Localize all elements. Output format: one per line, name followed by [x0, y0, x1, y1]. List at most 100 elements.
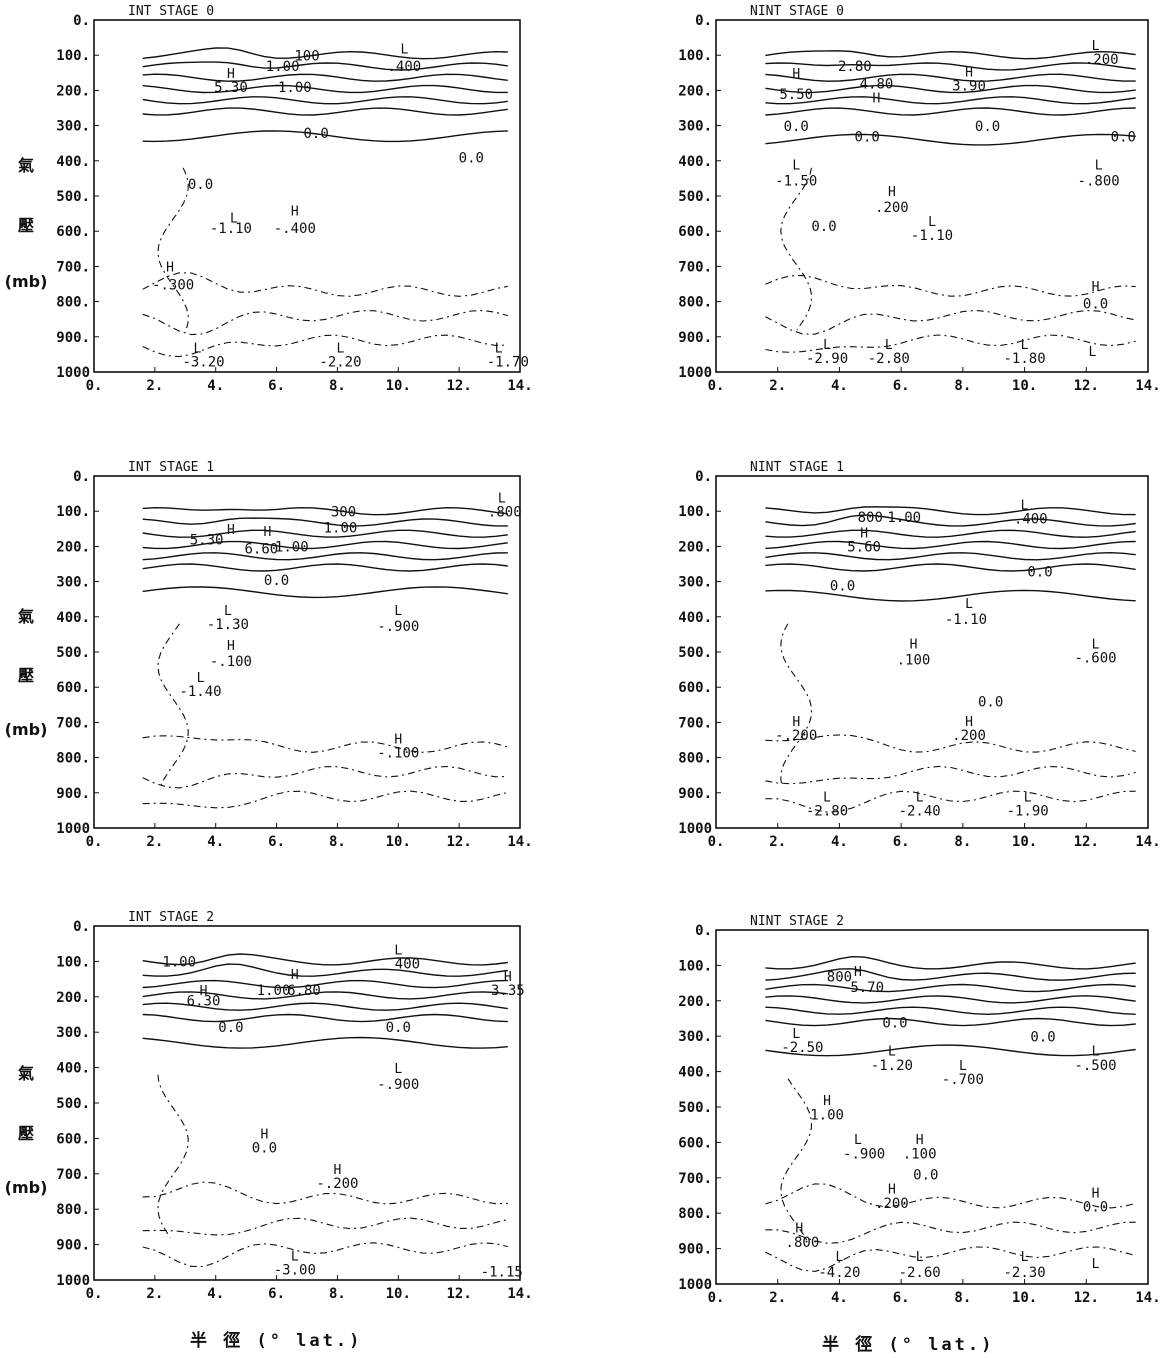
y-tick-label: 300.	[678, 1029, 712, 1045]
y-tick-label: 0.	[695, 923, 712, 939]
contour-label: -.900	[377, 619, 419, 635]
plot-frame	[93, 925, 521, 1281]
y-tick-label: 500.	[56, 1096, 90, 1112]
y-tick-label: 300.	[56, 575, 90, 591]
dashed-contour	[157, 167, 189, 330]
panel-3: INT STAGE 1 0. 100. 200. 300. 400. 500. 600. 700…	[56, 460, 532, 850]
x-tick-label: 10.	[386, 1286, 411, 1302]
contour-label: -2.40	[899, 804, 941, 820]
x-tick-label: 4.	[831, 378, 848, 394]
solid-contour	[765, 589, 1136, 602]
y-tick-label: 400.	[56, 1061, 90, 1077]
contour-label: .800	[488, 504, 522, 520]
contour-label: 0.0	[252, 1141, 277, 1157]
contour-label: 0.0	[218, 1020, 243, 1036]
contour-label: -.700	[942, 1072, 984, 1088]
contour-label: L	[959, 1059, 967, 1074]
contour-label: 0.0	[882, 1015, 907, 1031]
contour-label: H	[227, 523, 235, 538]
solid-contour	[765, 514, 1136, 527]
y-tick-label: 600.	[678, 224, 712, 240]
contour-label: L	[965, 597, 973, 612]
contour-label: .100	[903, 1146, 937, 1162]
dashed-contour	[765, 334, 1136, 353]
contour-label: 1.00	[887, 510, 921, 526]
contour-label: -3.00	[274, 1263, 316, 1279]
y-tick-label: 800.	[678, 295, 712, 311]
x-tick-label: 10.	[386, 834, 411, 850]
contour-label: H	[166, 261, 174, 276]
contour-label: L	[337, 342, 345, 357]
y-axis-label-char-2-row3: 壓	[17, 1124, 34, 1143]
x-tick-label: 12.	[446, 1286, 471, 1302]
contour-label: L	[823, 338, 831, 353]
plot-frame	[715, 929, 1149, 1285]
x-tick-label: 8.	[954, 378, 971, 394]
dashed-contour	[765, 734, 1136, 753]
contour-label: .400	[388, 59, 422, 75]
solid-contour	[765, 96, 1136, 105]
contour-label: -.100	[377, 746, 419, 762]
y-tick-label: 500.	[678, 189, 712, 205]
x-tick-label: 2.	[146, 834, 163, 850]
y-tick-label: 500.	[678, 645, 712, 661]
y-tick-label: 800.	[56, 751, 90, 767]
y-tick-label: 800.	[56, 1202, 90, 1218]
dashed-contour	[142, 765, 508, 789]
y-tick-label: 500.	[678, 1100, 712, 1116]
dashed-contour	[142, 735, 508, 753]
x-tick-label: 2.	[769, 378, 786, 394]
contour-label: H	[260, 1127, 268, 1142]
contour-label: H	[873, 92, 881, 107]
solid-contour	[765, 955, 1136, 970]
contour-label: 1.00	[275, 540, 309, 556]
x-tick-label: 2.	[146, 1286, 163, 1302]
x-tick-label: 12.	[1074, 378, 1099, 394]
solid-contour	[142, 73, 508, 82]
contour-label: L	[823, 791, 831, 806]
y-tick-label: 800.	[678, 751, 712, 767]
contour-label: H	[916, 1133, 924, 1148]
solid-contour	[765, 540, 1136, 550]
contour-label: .200	[952, 728, 986, 744]
panel-title: NINT STAGE 1	[750, 460, 844, 475]
y-tick-label: 200.	[56, 539, 90, 555]
x-tick-label: 0.	[86, 1286, 103, 1302]
contour-label: -.300	[152, 277, 194, 293]
contour-label: L	[1021, 1250, 1029, 1265]
contour-label: 0.0	[264, 573, 289, 589]
x-tick-label: 4.	[207, 1286, 224, 1302]
x-tick-label: 14.	[507, 378, 532, 394]
x-tick-label: 12.	[446, 378, 471, 394]
contour-label: -1.90	[1007, 804, 1049, 820]
contour-label: H	[504, 970, 512, 985]
solid-contour	[765, 107, 1136, 116]
contour-label: L	[394, 1062, 402, 1077]
y-axis-label-char-1-row1: 氣	[17, 156, 34, 175]
solid-contour	[765, 84, 1136, 94]
contour-label: -.800	[1078, 173, 1120, 189]
contour-label: L	[1095, 159, 1103, 174]
solid-contour	[765, 1006, 1136, 1016]
solid-contour	[765, 968, 1136, 981]
contour-label: -2.80	[806, 804, 848, 820]
contour-label: L	[1024, 791, 1032, 806]
x-tick-label: 14.	[1135, 1290, 1160, 1306]
contour-label: 6.80	[287, 983, 321, 999]
y-tick-label: 1000	[56, 365, 90, 381]
contour-label: -1.80	[1003, 351, 1045, 367]
x-tick-label: 12.	[1074, 834, 1099, 850]
contour-label: H	[792, 715, 800, 730]
contour-label: -.200	[316, 1176, 358, 1192]
y-tick-label: 700.	[56, 715, 90, 731]
contour-label: 2.80	[838, 59, 872, 75]
contour-label: 5.30	[190, 533, 224, 549]
panel-title: INT STAGE 2	[128, 910, 214, 925]
dashed-contour	[765, 790, 1136, 813]
solid-contour	[142, 1002, 508, 1011]
dashed-contour	[157, 623, 189, 787]
solid-contour	[142, 540, 508, 550]
dashed-contour	[142, 309, 508, 336]
solid-contour	[142, 1036, 508, 1049]
